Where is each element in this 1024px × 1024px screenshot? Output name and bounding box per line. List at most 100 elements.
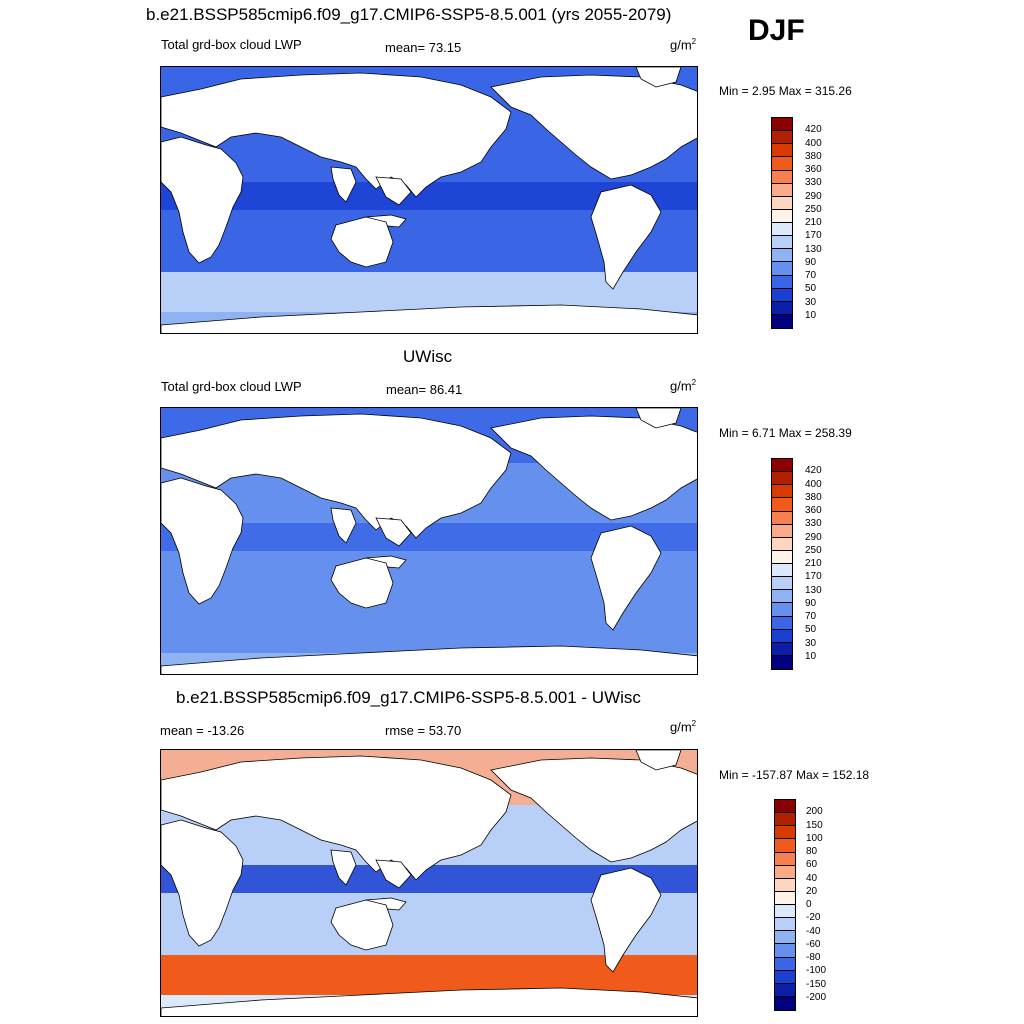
- colorbar-swatch: [775, 957, 795, 971]
- colorbar-tick-label: -150: [806, 978, 827, 990]
- panel-2-colorbar: [771, 458, 793, 670]
- colorbar-tick-label: 10: [805, 309, 817, 321]
- colorbar-swatch: [775, 983, 795, 997]
- colorbar-tick-label: 250: [805, 544, 822, 556]
- colorbar-swatch: [772, 314, 792, 328]
- colorbar-tick-label: 80: [806, 846, 818, 857]
- colorbar-swatch: [775, 996, 795, 1010]
- panel-1-minmax: Min = 2.95 Max = 315.26: [719, 84, 852, 98]
- colorbar-swatch: [772, 288, 792, 302]
- colorbar-tick-label: 290: [805, 190, 822, 202]
- colorbar-swatch: [772, 524, 792, 538]
- panel-2-units-text: g/m: [670, 378, 692, 394]
- colorbar-swatch: [772, 118, 792, 132]
- colorbar-tick-label: 60: [806, 859, 818, 871]
- panel-1-units-exp: 2: [691, 37, 697, 46]
- colorbar-tick-label: 290: [805, 531, 822, 543]
- colorbar-tick-label: 360: [805, 164, 822, 175]
- colorbar-tick-label: 210: [805, 217, 822, 228]
- colorbar-swatch: [772, 275, 792, 289]
- colorbar-tick-label: 70: [805, 611, 817, 622]
- panel-2-units: g/m2: [670, 378, 696, 393]
- colorbar-tick-label: 360: [805, 505, 822, 516]
- panel-1-map-field: [161, 67, 697, 333]
- panel-2-mean-label: mean= 86.41: [386, 382, 463, 397]
- colorbar-swatch: [772, 511, 792, 525]
- colorbar-tick-label: 0: [806, 899, 812, 910]
- colorbar-tick-label: 30: [805, 296, 817, 308]
- panel-3-units-exp: 2: [691, 719, 697, 728]
- colorbar-tick-label: 420: [805, 124, 822, 136]
- colorbar-swatch: [772, 223, 792, 237]
- season-label: DJF: [748, 14, 805, 47]
- colorbar-swatch: [775, 970, 795, 984]
- colorbar-tick-label: 380: [805, 491, 822, 503]
- panel-3-minmax: Min = -157.87 Max = 152.18: [719, 768, 870, 782]
- panel-1-variable-label: Total grd-box cloud LWP: [161, 37, 302, 52]
- colorbar-swatch: [772, 131, 792, 145]
- colorbar-tick-label: -200: [806, 991, 827, 1003]
- colorbar-swatch: [772, 170, 792, 184]
- colorbar-tick-label: 90: [805, 256, 817, 268]
- colorbar-tick-label: 130: [805, 243, 822, 255]
- colorbar-tick-label: 150: [806, 819, 823, 831]
- colorbar-tick-label: -100: [806, 965, 827, 977]
- colorbar-swatch: [772, 301, 792, 315]
- panel-3-colorbar: [774, 799, 796, 1011]
- colorbar-tick-label: 400: [805, 478, 822, 490]
- colorbar-swatch: [772, 537, 792, 551]
- colorbar-tick-label: 10: [805, 650, 817, 662]
- panel-3-mean-label: mean = -13.26: [160, 723, 245, 738]
- colorbar-tick-label: 420: [805, 465, 822, 477]
- panel-1-units: g/m2: [670, 37, 696, 52]
- panel-1-mean-label: mean= 73.15: [385, 40, 462, 55]
- colorbar-swatch: [775, 813, 795, 827]
- panel-3-units-text: g/m: [670, 719, 692, 735]
- colorbar-swatch: [772, 209, 792, 223]
- colorbar-tick-label: 250: [805, 203, 822, 215]
- colorbar-tick-label: 50: [805, 624, 817, 636]
- colorbar-swatch: [775, 852, 795, 866]
- panel-2-map-field: [161, 408, 697, 674]
- panel-3-title: b.e21.BSSP585cmip6.f09_g17.CMIP6-SSP5-8.…: [176, 688, 641, 707]
- colorbar-swatch: [772, 590, 792, 604]
- colorbar-swatch: [772, 157, 792, 171]
- panel-1-colorbar: [771, 117, 793, 329]
- panel-1-units-text: g/m: [670, 37, 692, 53]
- colorbar-swatch: [775, 865, 795, 879]
- colorbar-tick-label: 210: [805, 558, 822, 569]
- colorbar-swatch: [772, 249, 792, 263]
- panel-2-variable-label: Total grd-box cloud LWP: [161, 379, 302, 394]
- colorbar-swatch: [775, 839, 795, 853]
- colorbar-swatch: [772, 642, 792, 656]
- colorbar-tick-label: -80: [806, 952, 821, 963]
- panel-3-units: g/m2: [670, 719, 696, 734]
- colorbar-swatch: [772, 498, 792, 512]
- panel-3-map: [160, 749, 698, 1017]
- colorbar-tick-label: 130: [805, 584, 822, 596]
- colorbar-tick-label: 330: [805, 518, 822, 530]
- colorbar-swatch: [772, 485, 792, 499]
- colorbar-swatch: [772, 550, 792, 564]
- colorbar-tick-label: 20: [806, 885, 818, 897]
- colorbar-swatch: [772, 655, 792, 669]
- colorbar-tick-label: 40: [806, 872, 818, 884]
- colorbar-swatch: [775, 944, 795, 958]
- panel-2-units-exp: 2: [691, 378, 697, 387]
- colorbar-tick-label: 30: [805, 637, 817, 649]
- colorbar-swatch: [775, 800, 795, 814]
- colorbar-swatch: [772, 236, 792, 250]
- colorbar-swatch: [775, 826, 795, 840]
- colorbar-tick-label: 70: [805, 270, 817, 281]
- colorbar-tick-label: 90: [805, 597, 817, 609]
- colorbar-tick-label: 330: [805, 177, 822, 189]
- panel-3-rmse-label: rmse = 53.70: [385, 723, 462, 738]
- colorbar-swatch: [772, 564, 792, 578]
- colorbar-swatch: [775, 905, 795, 919]
- colorbar-swatch: [772, 603, 792, 617]
- colorbar-tick-label: 170: [805, 230, 822, 242]
- colorbar-tick-label: -20: [806, 912, 821, 924]
- panel-2-minmax: Min = 6.71 Max = 258.39: [719, 426, 852, 440]
- colorbar-swatch: [772, 629, 792, 643]
- colorbar-tick-label: 170: [805, 571, 822, 583]
